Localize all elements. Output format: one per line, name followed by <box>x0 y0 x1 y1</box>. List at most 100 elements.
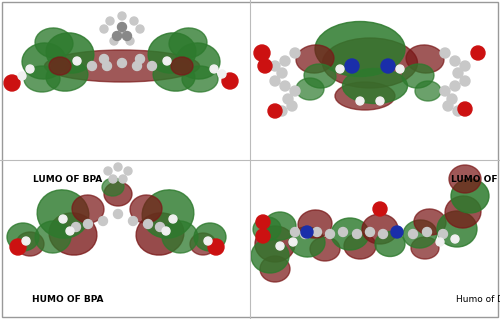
Ellipse shape <box>255 226 295 262</box>
Circle shape <box>440 86 450 96</box>
Ellipse shape <box>104 182 132 206</box>
Ellipse shape <box>148 33 196 73</box>
Ellipse shape <box>296 45 334 73</box>
Circle shape <box>66 227 74 235</box>
Circle shape <box>422 227 432 236</box>
Circle shape <box>436 238 444 246</box>
Circle shape <box>450 56 460 66</box>
Circle shape <box>4 75 20 91</box>
Ellipse shape <box>411 237 439 259</box>
Circle shape <box>100 55 108 63</box>
Circle shape <box>287 101 297 111</box>
Ellipse shape <box>375 232 405 256</box>
Circle shape <box>376 97 384 105</box>
Ellipse shape <box>296 78 324 100</box>
Circle shape <box>450 81 460 91</box>
Ellipse shape <box>362 214 398 244</box>
Circle shape <box>98 217 108 226</box>
Circle shape <box>443 101 453 111</box>
Circle shape <box>118 12 126 20</box>
Ellipse shape <box>449 165 481 193</box>
Circle shape <box>290 48 300 58</box>
Circle shape <box>114 210 122 219</box>
Circle shape <box>126 37 134 45</box>
Circle shape <box>254 45 270 61</box>
Ellipse shape <box>153 61 195 91</box>
Circle shape <box>218 70 226 78</box>
Ellipse shape <box>46 61 88 91</box>
Circle shape <box>381 59 395 73</box>
Circle shape <box>84 219 92 228</box>
Circle shape <box>144 219 152 228</box>
Circle shape <box>208 239 224 255</box>
Ellipse shape <box>169 28 207 58</box>
Circle shape <box>338 227 347 236</box>
Circle shape <box>102 62 112 70</box>
Text: LUMO OF Diol 5: LUMO OF Diol 5 <box>450 175 500 184</box>
Ellipse shape <box>142 190 194 238</box>
Circle shape <box>438 229 448 239</box>
Ellipse shape <box>24 66 60 92</box>
Circle shape <box>451 235 459 243</box>
Circle shape <box>312 227 322 236</box>
Circle shape <box>222 73 238 89</box>
Circle shape <box>148 62 156 70</box>
Circle shape <box>100 25 108 33</box>
Ellipse shape <box>445 196 481 228</box>
Ellipse shape <box>162 221 198 253</box>
Circle shape <box>73 57 81 65</box>
Circle shape <box>114 163 122 171</box>
Ellipse shape <box>310 237 340 261</box>
Circle shape <box>163 57 171 65</box>
Ellipse shape <box>315 21 405 77</box>
Ellipse shape <box>35 221 71 253</box>
Ellipse shape <box>102 178 124 196</box>
Ellipse shape <box>437 211 477 247</box>
Circle shape <box>104 167 112 175</box>
Circle shape <box>136 25 144 33</box>
Circle shape <box>136 55 144 63</box>
Ellipse shape <box>403 220 437 248</box>
Ellipse shape <box>414 209 446 235</box>
Ellipse shape <box>176 43 220 79</box>
Circle shape <box>277 68 287 78</box>
Circle shape <box>373 202 387 216</box>
Ellipse shape <box>451 179 489 213</box>
Circle shape <box>447 94 457 104</box>
Circle shape <box>460 76 470 86</box>
Circle shape <box>471 46 485 60</box>
Circle shape <box>118 29 126 37</box>
Circle shape <box>301 226 313 238</box>
Ellipse shape <box>251 239 289 273</box>
Ellipse shape <box>402 64 434 88</box>
Circle shape <box>72 222 80 232</box>
Circle shape <box>276 242 284 250</box>
Circle shape <box>326 229 334 239</box>
Circle shape <box>88 62 96 70</box>
Circle shape <box>268 104 282 118</box>
Circle shape <box>277 106 287 116</box>
Ellipse shape <box>342 69 407 103</box>
Circle shape <box>280 56 290 66</box>
Ellipse shape <box>253 217 281 241</box>
Ellipse shape <box>331 218 369 250</box>
Circle shape <box>392 227 402 236</box>
Ellipse shape <box>72 195 104 223</box>
Ellipse shape <box>37 190 89 238</box>
Ellipse shape <box>344 233 376 259</box>
Circle shape <box>453 68 463 78</box>
Ellipse shape <box>415 81 441 101</box>
Ellipse shape <box>194 223 226 251</box>
Circle shape <box>122 32 132 41</box>
Ellipse shape <box>44 50 200 82</box>
Circle shape <box>22 237 30 245</box>
Ellipse shape <box>49 57 71 75</box>
Circle shape <box>204 237 212 245</box>
Ellipse shape <box>304 64 336 88</box>
Text: HUMO OF BPA: HUMO OF BPA <box>32 295 104 304</box>
Circle shape <box>391 226 403 238</box>
Circle shape <box>258 59 272 73</box>
Circle shape <box>26 65 34 73</box>
Circle shape <box>59 215 67 223</box>
Circle shape <box>132 62 141 70</box>
